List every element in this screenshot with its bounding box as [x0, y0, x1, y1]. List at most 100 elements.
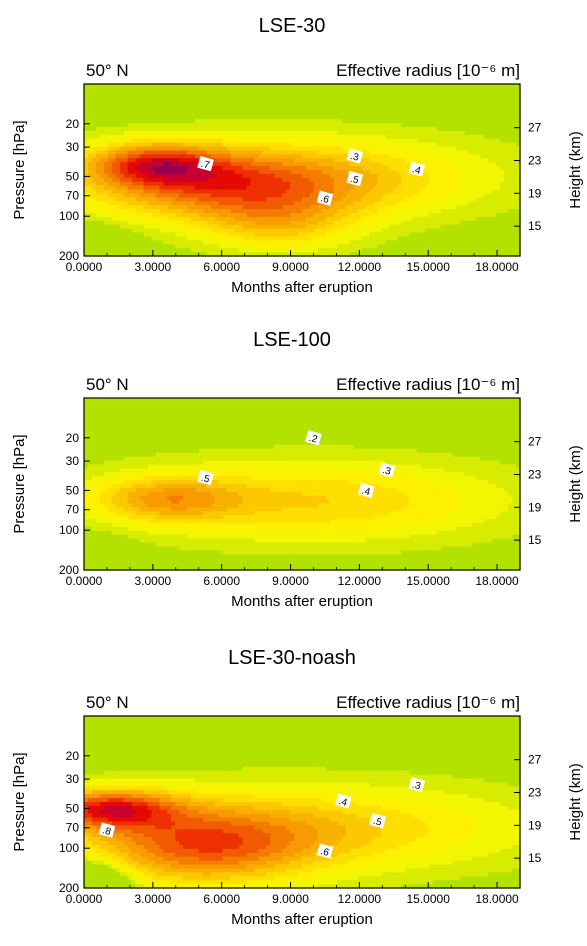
field-cell: [175, 150, 180, 155]
field-cell: [341, 236, 347, 241]
field-cell: [250, 123, 256, 128]
field-cell: [210, 216, 216, 222]
field-cell: [401, 127, 406, 132]
field-cell: [167, 232, 172, 238]
field-cell: [234, 228, 240, 234]
field-cell: [175, 111, 180, 116]
field-cell: [440, 185, 446, 191]
field-cell: [286, 244, 291, 249]
field-cell: [191, 232, 196, 238]
field-cell: [500, 201, 505, 206]
field-cell: [341, 197, 347, 202]
field-cell: [476, 150, 481, 155]
field-cell: [294, 111, 299, 116]
field-cell: [250, 91, 256, 97]
field-cell: [151, 150, 156, 155]
field-cell: [115, 130, 121, 136]
field-cell: [496, 150, 501, 155]
field-cell: [258, 205, 263, 210]
field-cell: [405, 127, 410, 132]
field-cell: [436, 213, 442, 218]
field-cell: [405, 181, 410, 187]
field-cell: [492, 220, 497, 226]
field-cell: [143, 123, 149, 128]
field-cell: [432, 240, 438, 245]
field-cell: [401, 209, 406, 214]
field-cell: [345, 173, 351, 179]
field-cell: [484, 209, 489, 214]
field-cell: [99, 146, 105, 152]
field-cell: [139, 216, 145, 222]
y-tick-label: 70: [66, 189, 80, 203]
field-cell: [135, 119, 141, 124]
field-cell: [472, 252, 477, 257]
field-cell: [365, 224, 370, 230]
field-cell: [333, 154, 339, 159]
field-cell: [230, 173, 236, 179]
field-cell: [270, 201, 275, 206]
field-cell: [167, 189, 172, 195]
field-cell: [298, 150, 303, 155]
field-cell: [444, 189, 450, 195]
field-cell: [401, 185, 406, 191]
field-cell: [222, 170, 228, 175]
field-cell: [480, 244, 485, 249]
field-cell: [91, 185, 97, 191]
field-cell: [159, 205, 164, 210]
field-cell: [353, 95, 359, 101]
field-cell: [206, 398, 212, 403]
field-cell: [393, 170, 398, 175]
field-cell: [480, 91, 485, 97]
field-cell: [127, 91, 133, 97]
field-cell: [250, 193, 256, 198]
field-cell: [254, 142, 259, 148]
field-cell: [84, 170, 89, 175]
field-cell: [492, 150, 497, 155]
field-cell: [420, 224, 426, 230]
field-cell: [488, 138, 493, 144]
field-cell: [353, 138, 359, 144]
field-cell: [155, 170, 160, 175]
field-cell: [420, 244, 426, 249]
field-cell: [175, 240, 180, 245]
field-cell: [139, 244, 145, 249]
field-cell: [337, 95, 343, 101]
y-tick-label: 100: [59, 209, 79, 223]
field-cell: [210, 177, 216, 183]
field-cell: [369, 99, 374, 105]
field-cell: [230, 201, 236, 206]
field-cell: [103, 216, 109, 222]
field-cell: [385, 177, 390, 183]
field-cell: [298, 134, 303, 140]
field-cell: [218, 158, 224, 163]
field-cell: [143, 95, 149, 101]
field-cell: [187, 158, 192, 163]
field-cell: [163, 142, 168, 148]
field-cell: [226, 150, 232, 155]
field-cell: [226, 252, 232, 257]
field-cell: [262, 193, 267, 198]
field-cell: [484, 236, 489, 241]
field-cell: [91, 107, 97, 112]
field-cell: [274, 158, 279, 163]
field-cell: [206, 205, 212, 210]
field-cell: [87, 84, 93, 89]
field-cell: [87, 398, 93, 403]
field-cell: [452, 84, 458, 89]
field-cell: [385, 138, 390, 144]
field-cell: [210, 244, 216, 249]
field-cell: [270, 224, 275, 230]
field-cell: [155, 158, 160, 163]
field-cell: [508, 177, 513, 183]
field-cell: [274, 181, 279, 187]
field-cell: [302, 158, 307, 163]
field-cell: [512, 103, 517, 109]
panel-title: LSE-30: [259, 15, 326, 37]
field-cell: [99, 130, 105, 136]
field-cell: [246, 134, 252, 140]
field-cell: [325, 228, 331, 234]
field-cell: [424, 248, 430, 253]
x-tick-label: 6.0000: [203, 260, 240, 274]
field-cell: [246, 228, 252, 234]
field-cell: [270, 209, 275, 214]
